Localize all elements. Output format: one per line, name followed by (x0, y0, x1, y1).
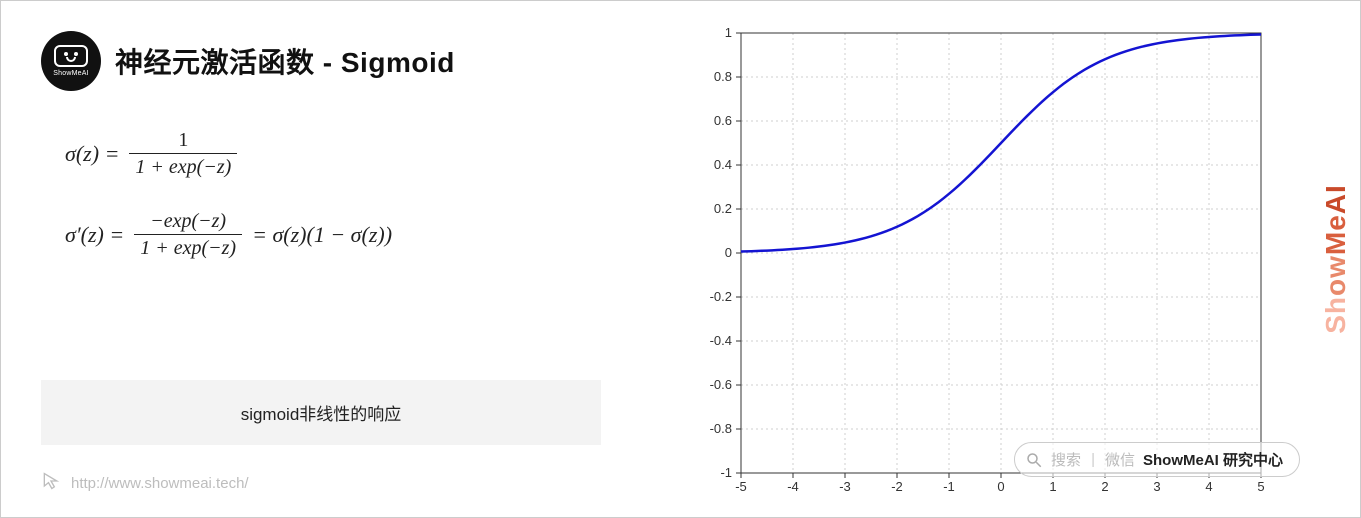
caption-text: sigmoid非线性的响应 (241, 405, 402, 424)
cursor-icon (41, 471, 61, 495)
svg-text:-1: -1 (720, 465, 732, 480)
svg-text:0.6: 0.6 (713, 113, 731, 128)
svg-text:0: 0 (997, 479, 1004, 494)
right-panel: -5 -4 -3 -2 -1 0 1 2 3 4 5 -1 -0.8 -0.6 -0.4 -0.2 0 0.2 0.… (641, 1, 1360, 517)
svg-text:-0.8: -0.8 (709, 421, 731, 436)
svg-text:-3: -3 (839, 479, 851, 494)
svg-text:-0.6: -0.6 (709, 377, 731, 392)
svg-text:-0.2: -0.2 (709, 289, 731, 304)
svg-text:-4: -4 (787, 479, 799, 494)
formula-sigma-num: 1 (172, 127, 194, 153)
svg-text:-0.4: -0.4 (709, 333, 731, 348)
svg-text:5: 5 (1257, 479, 1264, 494)
footer-url[interactable]: http://www.showmeai.tech/ (71, 475, 249, 492)
formula-sigma: σ(z) = 1 1 + exp(−z) (65, 127, 601, 180)
svg-text:-5: -5 (735, 479, 747, 494)
brand-seg-3: Me (1320, 214, 1351, 255)
svg-text:-2: -2 (891, 479, 903, 494)
page: ShowMeAI 神经元激活函数 - Sigmoid σ(z) = 1 1 + … (0, 0, 1361, 518)
logo-text: ShowMeAI (53, 70, 88, 77)
brand-seg-4: AI (1320, 184, 1351, 214)
watermark-strong: ShowMeAI 研究中心 (1143, 449, 1283, 470)
svg-text:0.8: 0.8 (713, 69, 731, 84)
svg-text:0: 0 (724, 245, 731, 260)
formula-sigma-prime-fraction: −exp(−z) 1 + exp(−z) (134, 208, 242, 261)
search-icon (1025, 451, 1043, 469)
brand-vertical: ShowMeAI (1320, 184, 1352, 334)
formula-sigma-prime-rhs: = σ(z)(1 − σ(z)) (252, 222, 392, 248)
formula-sigma-prime-num: −exp(−z) (144, 208, 232, 234)
svg-text:1: 1 (1049, 479, 1056, 494)
formula-sigma-prime-den: 1 + exp(−z) (134, 235, 242, 261)
brand-seg-1: Sh (1320, 296, 1351, 334)
watermark-hint: 搜索 (1051, 449, 1081, 470)
watermark-badge: 搜索 | 微信 ShowMeAI 研究中心 (1014, 442, 1300, 477)
page-title: 神经元激活函数 - Sigmoid (115, 41, 455, 81)
sigmoid-chart: -5 -4 -3 -2 -1 0 1 2 3 4 5 -1 -0.8 -0.6 -0.4 -0.2 0 0.2 0.… (681, 19, 1281, 499)
svg-text:2: 2 (1101, 479, 1108, 494)
formula-sigma-prime-lhs: σ′(z) = (65, 222, 124, 248)
header: ShowMeAI 神经元激活函数 - Sigmoid (41, 31, 601, 91)
footer: http://www.showmeai.tech/ (41, 471, 249, 495)
chart-svg: -5 -4 -3 -2 -1 0 1 2 3 4 5 -1 -0.8 -0.6 -0.4 -0.2 0 0.2 0.… (681, 19, 1281, 499)
logo-face-icon (54, 45, 88, 67)
formula-sigma-prime: σ′(z) = −exp(−z) 1 + exp(−z) = σ(z)(1 − … (65, 208, 601, 261)
showmeai-logo-icon: ShowMeAI (41, 31, 101, 91)
svg-text:0.4: 0.4 (713, 157, 731, 172)
watermark-divider: | (1091, 451, 1095, 468)
svg-text:0.2: 0.2 (713, 201, 731, 216)
formula-sigma-fraction: 1 1 + exp(−z) (129, 127, 237, 180)
left-panel: ShowMeAI 神经元激活函数 - Sigmoid σ(z) = 1 1 + … (1, 1, 641, 517)
watermark-hint2: 微信 (1105, 449, 1135, 470)
svg-text:1: 1 (724, 25, 731, 40)
svg-text:3: 3 (1153, 479, 1160, 494)
formula-sigma-lhs: σ(z) = (65, 141, 119, 167)
brand-seg-2: ow (1320, 255, 1351, 296)
svg-text:-1: -1 (943, 479, 955, 494)
caption-box: sigmoid非线性的响应 (41, 380, 601, 445)
formula-sigma-den: 1 + exp(−z) (129, 154, 237, 180)
svg-text:4: 4 (1205, 479, 1212, 494)
